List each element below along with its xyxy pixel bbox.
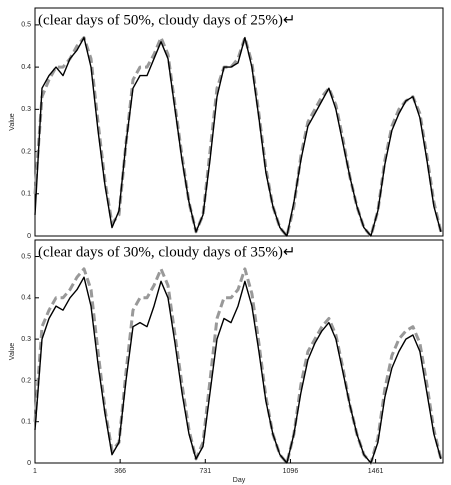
y-tick-label: 0.2	[21, 148, 31, 155]
line-series	[34, 276, 442, 464]
chart-title: (clear days of 50%, cloudy days of 25%)↵	[38, 12, 296, 28]
y-tick-label: 0.3	[21, 336, 31, 343]
y-axis-label: Value	[9, 343, 16, 360]
x-axis-label: Day	[233, 477, 246, 484]
y-axis-label: Value	[9, 113, 16, 130]
line-series	[34, 36, 442, 237]
chart-title: (clear days of 30%, cloudy days of 35%)↵	[38, 244, 296, 260]
y-tick-label: 0.1	[21, 191, 31, 198]
plot-area	[34, 239, 444, 464]
line-series	[33, 267, 443, 465]
y-tick-label: 0.1	[21, 419, 31, 426]
y-tick-label: 0.5	[21, 22, 31, 29]
y-tick-label: 0.3	[21, 106, 31, 113]
y-tick-label: 0	[27, 233, 31, 240]
x-tick-label: 1	[33, 468, 37, 475]
plot-area	[34, 7, 444, 237]
y-tick-label: 0.4	[21, 295, 31, 302]
y-tick-label: 0.4	[21, 64, 31, 71]
x-tick-label: 366	[114, 468, 126, 475]
x-tick-label: 1096	[283, 468, 299, 475]
x-tick-label: 731	[199, 468, 211, 475]
y-tick-label: 0	[27, 460, 31, 467]
x-tick-label: 1461	[368, 468, 384, 475]
y-tick-label: 0.5	[21, 253, 31, 260]
y-tick-label: 0.2	[21, 377, 31, 384]
